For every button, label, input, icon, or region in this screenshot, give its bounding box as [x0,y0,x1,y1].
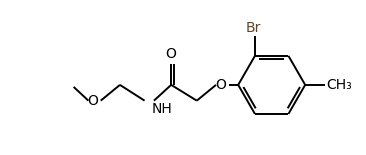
Text: O: O [215,78,226,92]
Text: O: O [166,47,177,61]
Text: Br: Br [245,21,261,35]
Text: O: O [87,94,98,108]
Text: NH: NH [152,102,172,116]
Text: CH₃: CH₃ [326,78,352,92]
